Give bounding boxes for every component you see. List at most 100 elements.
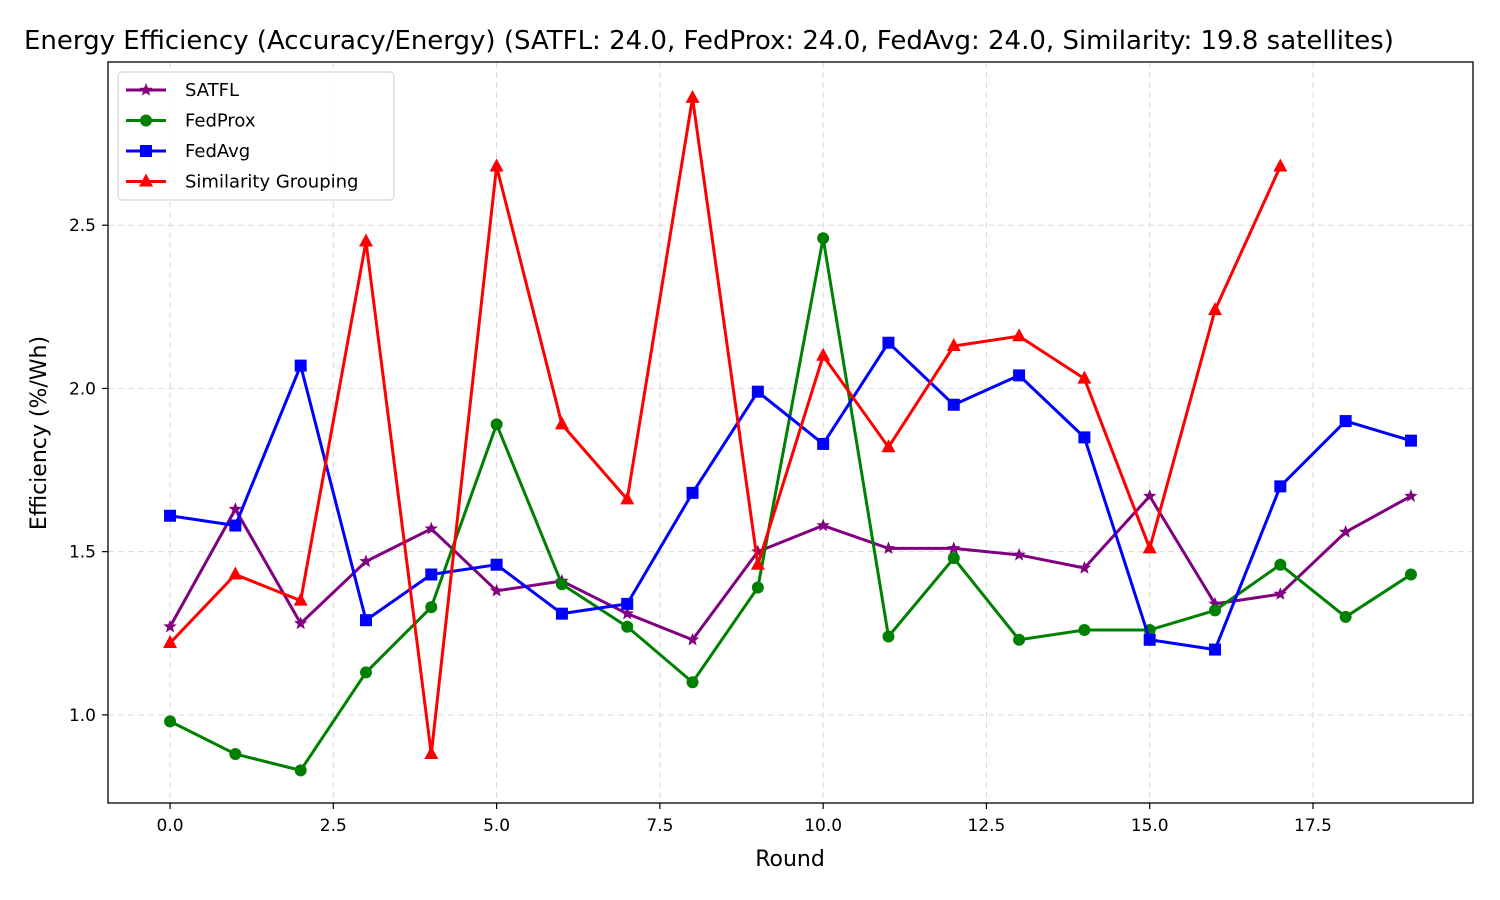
y-tick-label: 1.5 [69,543,96,563]
similarity-grouping-point [750,556,765,570]
legend-label-fedprox: FedProx [185,111,256,132]
similarity-grouping-point [1012,328,1027,342]
legend: SATFL FedProx FedAvg Similarity Grouping [117,71,395,201]
axis-ticks: 0.0 2.5 5.0 7.5 10.0 12.5 15.0 17.5 1.0 1.5 2.0 2.5 [69,216,1332,836]
fedavg-point [882,336,895,349]
legend-marker-fedprox [140,114,152,127]
legend-marker-similarity-grouping [139,173,153,187]
legend-label-similarity-grouping: Similarity Grouping [185,172,358,193]
fedprox-point [947,552,960,565]
similarity-grouping-point [228,566,243,580]
fedprox-point [229,748,242,761]
similarity-grouping-point [358,233,373,247]
similarity-grouping-point [946,337,961,351]
similarity-grouping-point [293,592,308,606]
satfl-point [489,583,504,597]
plot-area [107,61,1474,804]
satfl-point [881,541,896,555]
similarity-grouping-point [554,416,569,430]
similarity-grouping-point [163,635,178,649]
x-tick-label: 17.5 [1294,816,1332,836]
x-axis-label: Round [755,847,825,872]
fedavg-point [686,486,699,499]
similarity-grouping-point [489,158,504,172]
y-tick-label: 2.0 [69,379,96,399]
x-tick-label: 0.0 [157,816,184,836]
fedavg-point [1339,415,1352,428]
satfl-point [1273,587,1287,600]
fedprox-point [425,601,438,614]
y-axis-label: Efficiency (%/Wh) [27,336,52,530]
fedavg-point [359,614,372,627]
similarity-grouping-point [816,347,831,361]
satfl-point [816,518,830,532]
similarity-grouping-point [881,439,896,453]
similarity-grouping-line [168,96,1282,756]
fedprox-line [169,236,1412,772]
satfl-point [685,632,700,646]
fedprox-point [490,418,503,431]
x-tick-label: 15.0 [1131,816,1169,836]
fedavg-point [1143,633,1156,646]
fedavg-point [1274,480,1287,493]
series-layer [163,89,1418,777]
similarity-grouping-point [1077,370,1092,384]
fedavg-point [490,558,503,571]
fedprox-point [1339,610,1352,623]
satfl-point [751,544,765,558]
fedavg-line [169,341,1412,652]
fedavg-point [751,385,764,398]
series-fedavg [164,336,1417,656]
satfl-point [294,616,308,630]
fedavg-point [294,359,307,372]
satfl-point [1143,489,1157,502]
fedavg-point [1209,643,1222,656]
fedprox-point [555,578,568,591]
fedavg-point [1404,434,1417,447]
fedavg-point [425,568,438,581]
fedavg-point [1013,369,1026,382]
chart-title: Energy Efficiency (Accuracy/Energy) (SAT… [24,26,1394,56]
fedprox-point [686,676,699,689]
series-fedprox [164,232,1417,777]
satfl-point [424,521,438,535]
fedavg-point [1078,431,1091,444]
satfl-line [168,494,1412,642]
satfl-point [228,502,243,515]
legend-label-fedavg: FedAvg [185,141,250,162]
satfl-point [359,554,373,568]
y-tick-label: 2.5 [69,216,96,236]
similarity-grouping-point [424,746,439,760]
fedavg-point [555,607,568,620]
fedavg-point [817,437,830,450]
similarity-grouping-point [1208,302,1223,316]
satfl-point [1077,560,1092,574]
fedavg-point [621,597,634,610]
similarity-grouping-point [1273,158,1288,172]
x-tick-label: 10.0 [804,816,842,836]
x-tick-label: 7.5 [646,816,673,836]
satfl-point [1208,596,1222,610]
fedavg-point [947,398,960,411]
legend-marker-satfl [139,83,153,96]
fedprox-point [1404,568,1417,581]
legend-marker-fedavg [140,145,152,157]
fedprox-point [1274,558,1287,571]
satfl-point [1338,525,1353,538]
fedprox-point [164,715,177,728]
fedprox-point [294,764,307,777]
fedprox-point [882,630,895,643]
fedprox-point [1209,604,1222,617]
fedprox-point [751,581,764,594]
y-tick-label: 1.0 [69,706,96,726]
similarity-grouping-point [1142,540,1157,554]
x-tick-label: 2.5 [320,816,347,836]
satfl-point [947,541,961,555]
legend-box [117,71,395,201]
fedprox-point [621,620,634,633]
satfl-point [1012,547,1026,561]
x-tick-label: 12.5 [968,816,1006,836]
fedprox-point [1078,623,1091,636]
fedprox-point [1013,633,1026,646]
